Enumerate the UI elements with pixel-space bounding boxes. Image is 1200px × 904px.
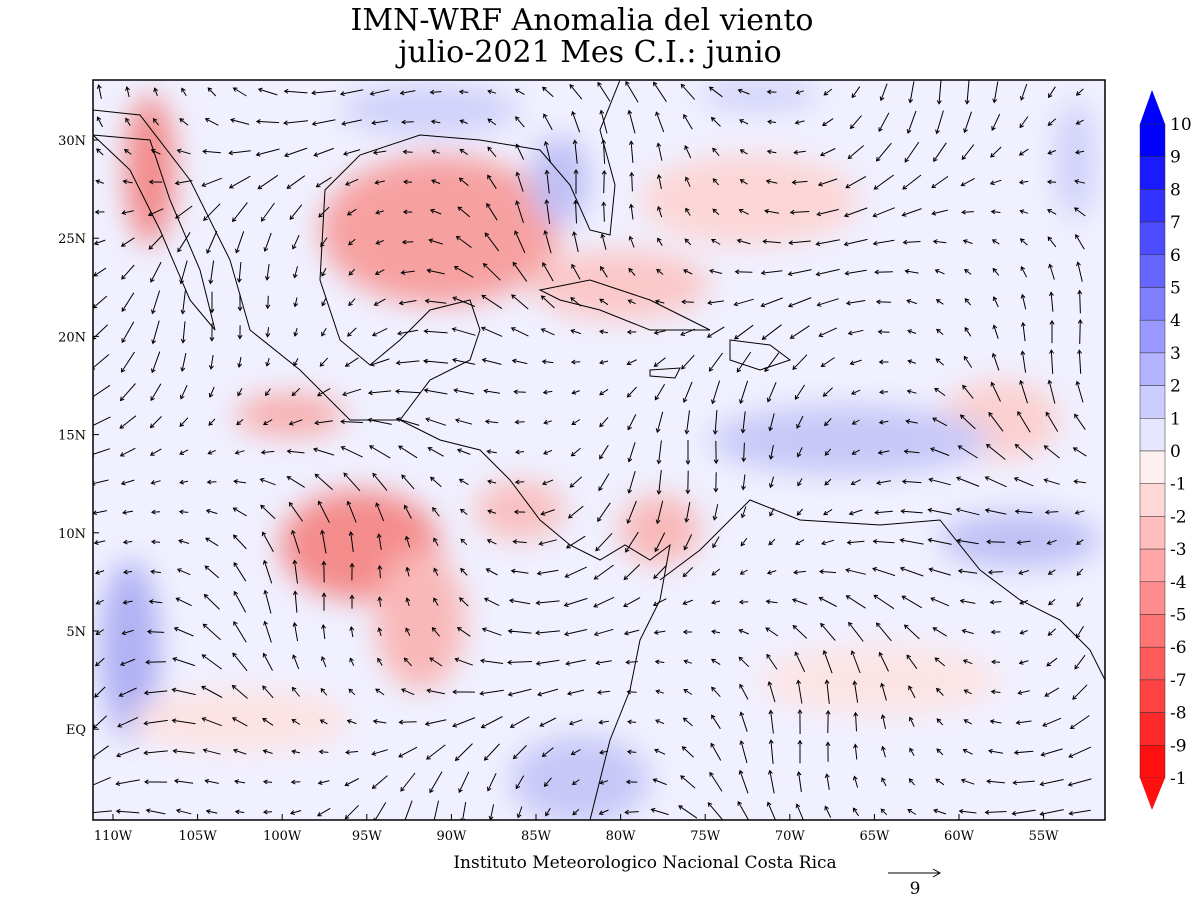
colorbar-label: -5 (1170, 606, 1187, 626)
colorbar-label: 6 (1170, 246, 1181, 266)
coastlines (93, 80, 1105, 820)
lon-label: 95W (352, 829, 383, 844)
reference-arrow (888, 868, 942, 878)
colorbar-label: 10 (1170, 115, 1192, 135)
colorbar-box (1139, 450, 1166, 484)
colorbar-box (1139, 548, 1166, 583)
lat-label: 5N (66, 625, 86, 640)
colorbar-box (1139, 418, 1166, 452)
colorbar-box (1139, 254, 1166, 288)
colorbar-box (1139, 319, 1166, 354)
lon-label: 100W (263, 829, 302, 844)
colorbar-label: 2 (1170, 377, 1181, 397)
colorbar-label: 0 (1170, 442, 1181, 462)
colorbar-box (1139, 221, 1166, 256)
lon-label: 105W (179, 829, 218, 844)
colorbar-box (1139, 189, 1166, 223)
colorbar-bottom-triangle (1140, 778, 1165, 810)
colorbar-label: 4 (1170, 311, 1181, 331)
lon-label: 110W (94, 829, 133, 844)
colorbar-label: -9 (1170, 736, 1187, 756)
colorbar-label: -7 (1170, 671, 1187, 691)
colorbar-label: -4 (1170, 573, 1187, 593)
lat-label: 30N (58, 134, 86, 149)
footer: Instituto Meteorologico Nacional Costa R… (453, 853, 836, 873)
lon-label: 90W (436, 829, 467, 844)
title-line-2: julio-2021 Mes C.I.: junio (395, 35, 781, 70)
lat-label: 25N (58, 232, 86, 247)
colorbar-box (1139, 156, 1166, 190)
colorbar-box (1139, 483, 1166, 517)
colorbar-label: -1 (1170, 769, 1187, 789)
colorbar-box (1139, 679, 1166, 713)
wind-vectors (93, 80, 1092, 820)
reference-label: 9 (910, 879, 921, 899)
lon-label: 80W (606, 829, 637, 844)
colorbar-top-triangle (1140, 90, 1165, 124)
colorbar-label: -8 (1170, 704, 1187, 724)
wind-field (93, 80, 1105, 820)
lon-label: 55W (1029, 829, 1060, 844)
colorbar-label: 1 (1170, 409, 1181, 429)
lat-label: EQ (66, 723, 86, 738)
colorbar-label: -1 (1170, 475, 1187, 495)
lon-label: 85W (521, 829, 552, 844)
colorbar-box (1139, 712, 1166, 746)
lat-label: 20N (58, 330, 86, 345)
lat-label: 15N (58, 429, 86, 444)
lon-label: 75W (690, 829, 721, 844)
colorbar-label: 3 (1170, 344, 1181, 364)
lon-label: 65W (859, 829, 890, 844)
colorbar-box (1139, 385, 1166, 419)
colorbar-label: -2 (1170, 507, 1187, 527)
title-line-1: IMN-WRF Anomalia del viento (351, 3, 814, 38)
lon-label: 60W (944, 829, 975, 844)
colorbar-label: -6 (1170, 638, 1187, 658)
axes: 30N 25N 20N 15N 10N 5N EQ 110W 105W 100W 95W 90W 85W… (58, 134, 1059, 844)
colorbar-label: 7 (1170, 213, 1181, 233)
colorbar-box (1139, 745, 1166, 779)
colorbar-box (1139, 287, 1166, 321)
colorbar-box (1139, 352, 1166, 386)
lat-label: 10N (58, 527, 86, 542)
wind-arrows (93, 80, 1092, 820)
colorbar-box (1139, 516, 1166, 550)
colorbar-label: 5 (1170, 279, 1181, 299)
colorbar-label: 9 (1170, 148, 1181, 168)
lon-label: 70W (775, 829, 806, 844)
colorbar-box (1139, 123, 1166, 157)
colorbar-box (1139, 614, 1166, 648)
anomaly-shading (100, 80, 1100, 820)
colorbar-label: 8 (1170, 180, 1181, 200)
colorbar-box (1139, 581, 1166, 615)
map-frame (92, 79, 1106, 821)
colorbar-label: -3 (1170, 540, 1187, 560)
colorbar-box (1139, 646, 1166, 681)
